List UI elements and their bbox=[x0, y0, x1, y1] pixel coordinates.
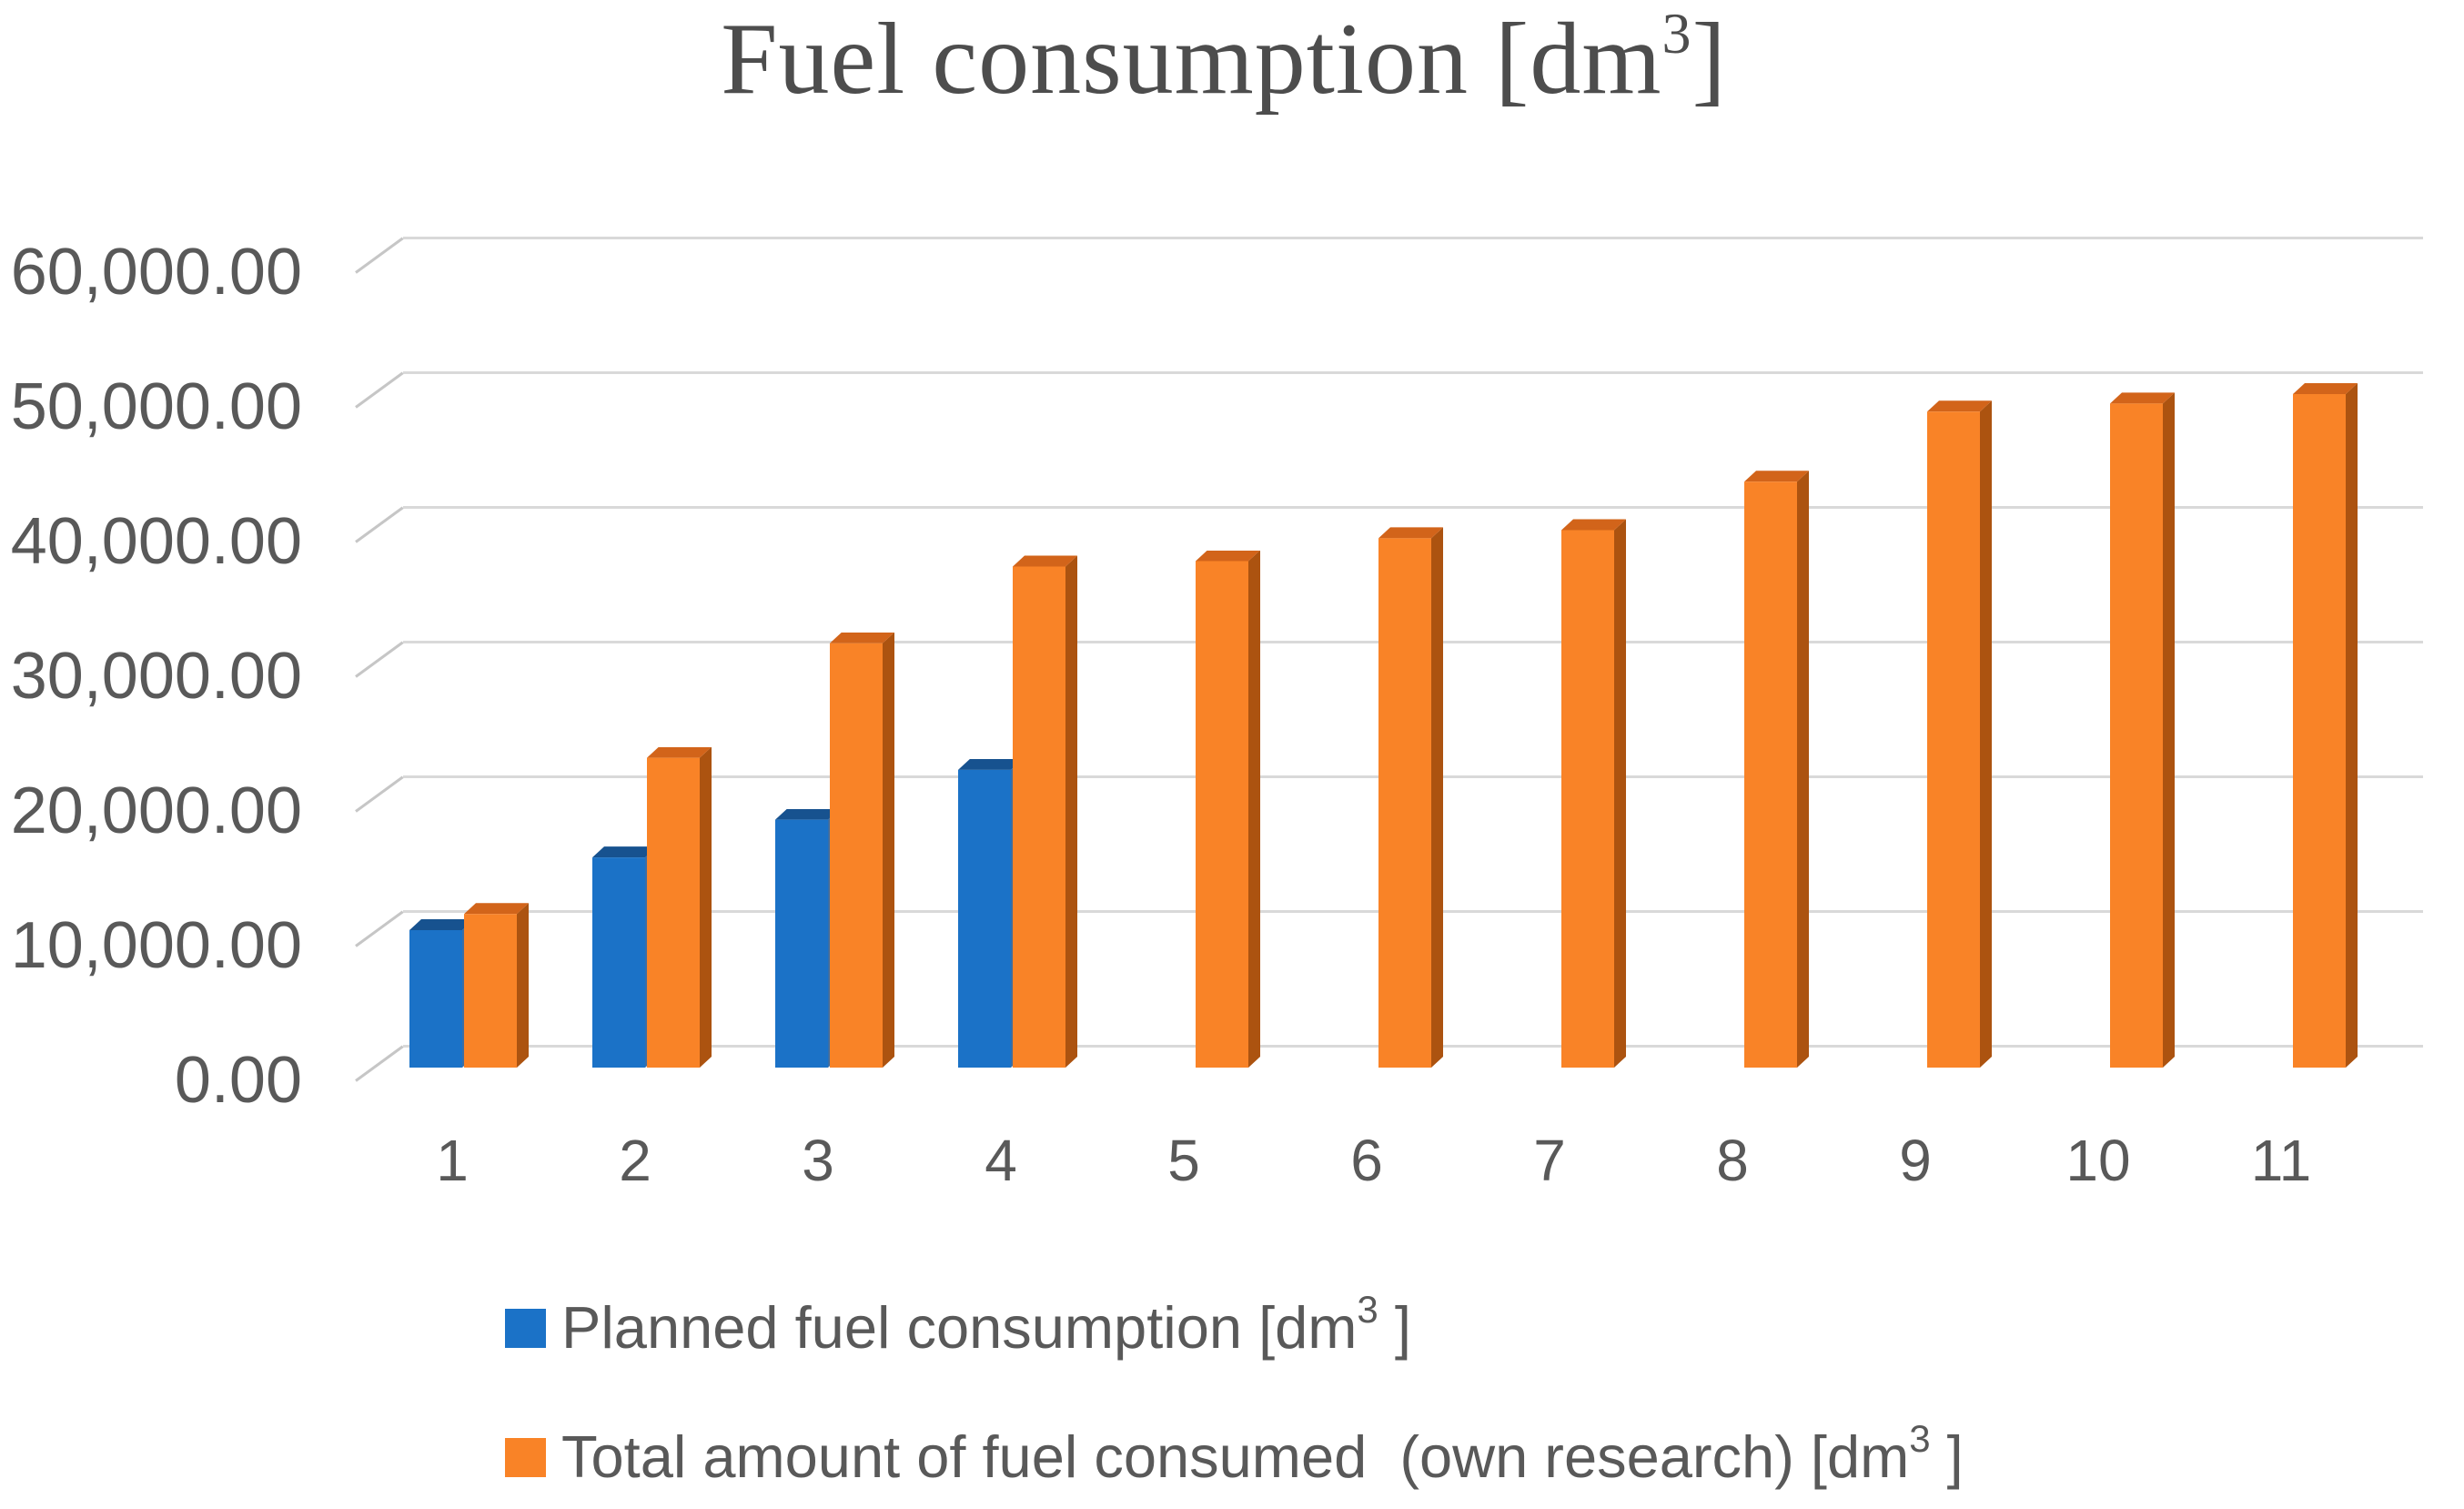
x-axis-tick-label: 9 bbox=[1899, 1128, 1932, 1193]
y-axis-tick-label: 20,000.00 bbox=[10, 775, 302, 847]
bar-planned-cat3 bbox=[775, 809, 840, 1068]
legend-swatch-planned bbox=[505, 1308, 546, 1348]
x-axis-tick-label: 8 bbox=[1716, 1128, 1749, 1193]
chart-title: Fuel consumption [dm3] bbox=[0, 3, 2448, 116]
bar-actual-cat6 bbox=[1378, 527, 1443, 1068]
x-axis-tick-label: 11 bbox=[2250, 1128, 2312, 1193]
gridline-depth-connector bbox=[355, 641, 404, 678]
x-axis-tick-label: 2 bbox=[619, 1128, 651, 1193]
x-axis-tick-label: 10 bbox=[2065, 1128, 2131, 1193]
x-axis-tick-label: 6 bbox=[1350, 1128, 1383, 1193]
x-axis-tick-label: 4 bbox=[985, 1128, 1017, 1193]
bar-actual-cat2 bbox=[647, 747, 712, 1068]
y-axis-tick-label: 50,000.00 bbox=[10, 370, 302, 443]
legend-item-actual: Total amount of fuel consumed (own resea… bbox=[505, 1417, 1964, 1490]
chart-title-text: Fuel consumption [dm bbox=[721, 3, 1662, 116]
gridline bbox=[403, 506, 2423, 509]
bar-actual-cat9 bbox=[1927, 400, 1992, 1068]
bar-actual-cat11 bbox=[2293, 383, 2358, 1068]
gridline-depth-connector bbox=[355, 910, 404, 947]
bar-actual-cat4 bbox=[1013, 555, 1077, 1068]
x-axis-tick-label: 5 bbox=[1167, 1128, 1200, 1193]
bar-planned-cat2 bbox=[592, 846, 657, 1068]
bar-planned-cat1 bbox=[409, 919, 474, 1068]
bar-planned-cat4 bbox=[958, 759, 1023, 1068]
chart-title-close-bracket: ] bbox=[1691, 3, 1727, 116]
x-axis-tick-label: 7 bbox=[1533, 1128, 1566, 1193]
gridline-depth-connector bbox=[355, 371, 404, 409]
gridline bbox=[403, 371, 2423, 374]
gridline-depth-connector bbox=[355, 775, 404, 813]
gridline bbox=[403, 237, 2423, 239]
bar-actual-cat5 bbox=[1196, 551, 1260, 1068]
chart-title-superscript: 3 bbox=[1661, 1, 1692, 66]
legend-label-planned: Planned fuel consumption [dm3 ] bbox=[561, 1288, 1411, 1361]
legend-label-actual: Total amount of fuel consumed (own resea… bbox=[561, 1417, 1964, 1490]
bar-actual-cat10 bbox=[2110, 392, 2175, 1068]
x-axis-tick-label: 1 bbox=[436, 1128, 469, 1193]
bar-actual-cat1 bbox=[464, 903, 529, 1068]
y-axis-tick-label: 10,000.00 bbox=[10, 909, 302, 982]
y-axis-tick-label: 60,000.00 bbox=[10, 236, 302, 309]
gridline-depth-connector bbox=[355, 506, 404, 543]
legend-item-planned: Planned fuel consumption [dm3 ] bbox=[505, 1288, 1411, 1361]
y-axis-tick-label: 0.00 bbox=[174, 1044, 302, 1117]
legend-swatch-actual bbox=[505, 1437, 546, 1477]
y-axis-tick-label: 40,000.00 bbox=[10, 505, 302, 578]
bar-actual-cat3 bbox=[830, 633, 894, 1068]
y-axis-tick-label: 30,000.00 bbox=[10, 640, 302, 713]
gridline-depth-connector bbox=[355, 237, 404, 274]
gridline-depth-connector bbox=[355, 1045, 404, 1082]
x-axis-tick-label: 3 bbox=[802, 1128, 834, 1193]
bar-actual-cat7 bbox=[1561, 519, 1626, 1068]
bar-actual-cat8 bbox=[1744, 471, 1809, 1068]
